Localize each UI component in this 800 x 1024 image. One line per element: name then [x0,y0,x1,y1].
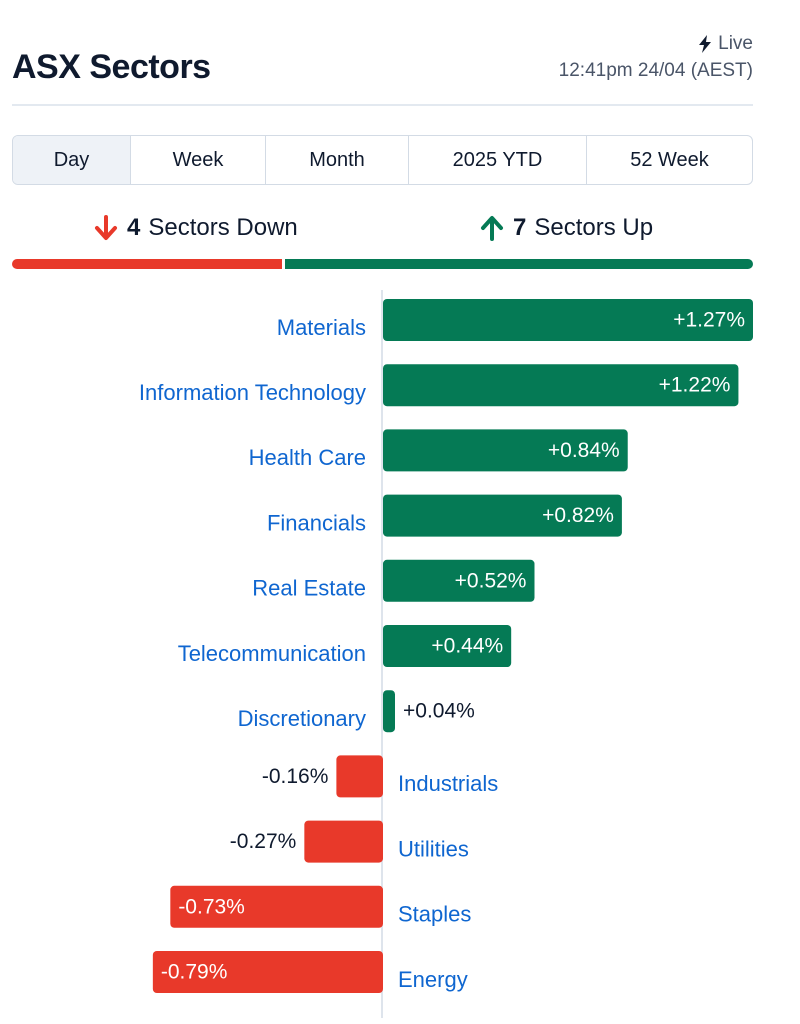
bar-telecommunication [383,625,512,667]
bar-utilities [304,820,383,863]
sector-link-real-estate[interactable]: Real Estate [252,576,366,601]
sectors-down-count: 4 [127,214,141,241]
value-label-financials: +0.82% [542,504,614,527]
live-label: Live [718,33,753,54]
bar-financials [383,494,622,537]
period-tabs: Day Week Month 2025 YTD 52 Week [12,135,753,185]
bar-real-estate [383,559,535,602]
sector-link-materials[interactable]: Materials [277,315,366,340]
tab-day[interactable]: Day [13,136,131,184]
sectors-down-summary: 4 Sectors Down [93,214,298,242]
tab-week[interactable]: Week [131,136,266,184]
value-label-real-estate: +0.52% [455,569,527,592]
sector-bar-chart: +1.27% Materials +1.22% Information Technol… [139,290,753,1018]
bar-industrials [336,755,383,798]
page-title: ASX Sectors [12,48,211,86]
value-label-industrials: -0.16% [262,765,329,788]
bar-information-technology [383,364,739,407]
sector-link-utilities[interactable]: Utilities [398,836,469,861]
sector-link-discretionary[interactable]: Discretionary [238,706,366,731]
sector-link-information-technology[interactable]: Information Technology [139,380,366,405]
arrow-down-icon [95,215,117,240]
value-label-information-technology: +1.22% [659,374,731,397]
arrow-up-icon [481,216,503,241]
bolt-icon [699,35,712,53]
sector-link-energy[interactable]: Energy [398,967,468,992]
bar-discretionary [383,690,395,733]
sectors-up-label: Sectors Up [534,214,654,241]
value-label-discretionary: +0.04% [403,700,475,723]
sectors-down-bar [12,259,282,269]
value-label-telecommunication: +0.44% [431,635,503,658]
tab-2025-ytd[interactable]: 2025 YTD [409,136,587,184]
sectors-down-label: Sectors Down [148,214,298,241]
value-label-materials: +1.27% [673,309,745,332]
tab-month[interactable]: Month [266,136,409,184]
sector-link-financials[interactable]: Financials [267,510,366,535]
bar-health-care [383,429,628,472]
bar-materials [383,299,753,341]
value-label-staples: -0.73% [178,895,245,918]
timestamp: 12:41pm 24/04 (AEST) [558,60,753,81]
value-label-energy: -0.79% [161,961,228,984]
header-divider [12,104,753,106]
sectors-up-summary: 7 Sectors Up [479,214,653,242]
value-label-utilities: -0.27% [230,830,297,853]
sector-link-health-care[interactable]: Health Care [249,445,366,470]
sector-link-staples[interactable]: Staples [398,902,471,927]
sector-link-telecommunication[interactable]: Telecommunication [178,641,366,666]
sectors-up-bar [285,259,753,269]
sector-link-industrials[interactable]: Industrials [398,771,498,796]
tab-52-week[interactable]: 52 Week [630,148,709,171]
bar-staples [170,885,383,928]
live-indicator: Live [698,33,753,55]
bar-energy [152,951,383,993]
value-label-health-care: +0.84% [548,439,620,462]
sectors-up-count: 7 [513,214,527,241]
